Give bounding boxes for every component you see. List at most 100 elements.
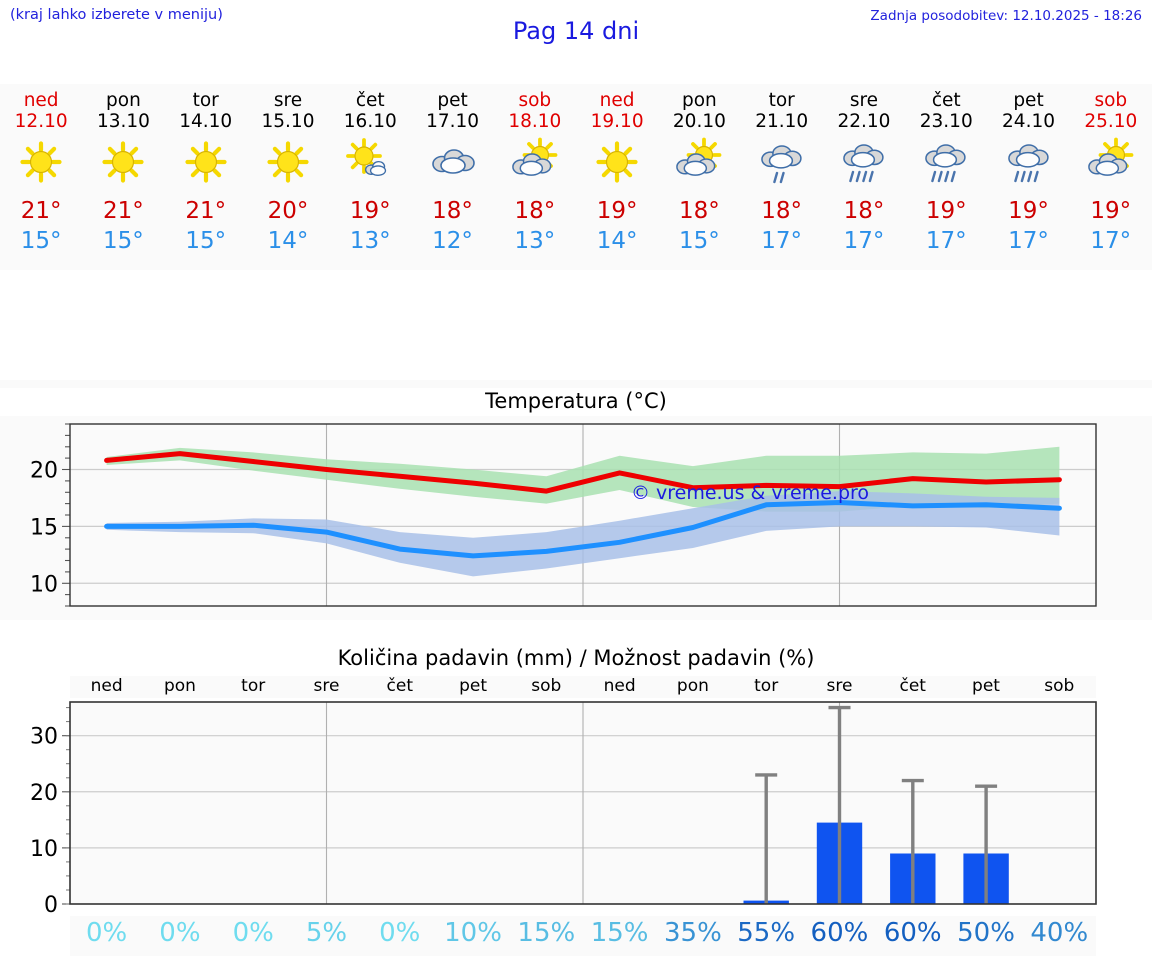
temperature-chart-plot: 20 15 10 © vreme.us & vreme.pro — [0, 416, 1152, 620]
day-max-temp: 18° — [761, 198, 803, 224]
sun-behind-cloud-icon — [1080, 137, 1142, 187]
precipitation-day-label: sob — [531, 676, 562, 696]
day-min-temp: 17° — [925, 228, 967, 254]
precipitation-probability-label: 40% — [1030, 918, 1089, 948]
sun-behind-cloud-icon — [668, 137, 730, 187]
day-min-temp: 17° — [761, 228, 803, 254]
precipitation-probability-label: 10% — [444, 918, 502, 948]
day-min-temp: 17° — [1008, 228, 1049, 254]
day-forecast-column[interactable]: pon 13.10 21° 15° — [82, 84, 164, 270]
temperature-chart-section: Temperatura (°C) 20 15 10 © vreme.us & vrem… — [0, 380, 1152, 620]
precipitation-day-label: tor — [241, 676, 266, 696]
day-name: ned — [599, 90, 635, 111]
precipitation-probability-label: 55% — [737, 918, 796, 948]
sun-behind-cloud-icon — [504, 137, 566, 187]
day-date: 23.10 — [919, 111, 973, 132]
day-name: pet — [1013, 90, 1044, 111]
sun-icon — [92, 137, 154, 187]
day-max-temp: 18° — [843, 198, 885, 224]
day-date: 25.10 — [1084, 111, 1138, 132]
day-forecast-column[interactable]: tor 21.10 18° 17° — [741, 84, 823, 270]
precipitation-probability-label: 50% — [957, 918, 1015, 948]
day-forecast-column[interactable]: sob 18.10 18° 13° — [494, 84, 576, 270]
day-date: 15.10 — [261, 111, 315, 132]
precipitation-chart-plot: 30 20 10 0 — [0, 694, 1152, 924]
precipitation-day-label: sre — [826, 676, 853, 696]
location-menu-note[interactable]: (kraj lahko izberete v meniju) — [10, 7, 223, 23]
day-date: 18.10 — [508, 111, 562, 132]
day-name: čet — [931, 90, 961, 111]
cloud-icon — [422, 137, 484, 187]
precipitation-chart-section: Količina padavin (mm) / Možnost padavin … — [0, 636, 1152, 975]
precipitation-probability-label: 60% — [883, 918, 942, 948]
day-date: 21.10 — [755, 111, 809, 132]
day-max-temp: 21° — [185, 198, 227, 224]
precipitation-day-label: čet — [899, 676, 926, 696]
precipitation-probability-label: 0% — [86, 918, 128, 948]
svg-text:20: 20 — [30, 781, 58, 806]
day-max-temp: 21° — [103, 198, 144, 224]
day-forecast-column[interactable]: sob 25.10 19° 17° — [1070, 84, 1152, 270]
page-title: Pag 14 dni — [512, 17, 640, 45]
day-forecast-column[interactable]: ned 19.10 19° 14° — [576, 84, 658, 270]
day-name: tor — [768, 90, 795, 111]
precipitation-chart-title: Količina padavin (mm) / Možnost padavin … — [337, 646, 815, 670]
day-min-temp: 14° — [267, 228, 309, 254]
temperature-chart-title: Temperatura (°C) — [0, 388, 1152, 416]
precipitation-day-label: tor — [754, 676, 779, 696]
day-max-temp: 19° — [349, 198, 391, 224]
light-rain-icon — [751, 137, 813, 187]
precipitation-day-label: sre — [313, 676, 340, 696]
day-min-temp: 13° — [349, 228, 391, 254]
sun-icon — [586, 137, 648, 187]
day-date: 19.10 — [590, 111, 644, 132]
sun-icon — [175, 137, 237, 187]
day-forecast-column[interactable]: čet 16.10 19° 13° — [329, 84, 411, 270]
precipitation-day-label: ned — [90, 676, 123, 696]
day-forecast-column[interactable]: čet 23.10 19° 17° — [905, 84, 987, 270]
day-forecast-column[interactable]: pet 17.10 18° 12° — [411, 84, 493, 270]
sun-icon — [10, 137, 72, 187]
day-min-temp: 14° — [596, 228, 638, 254]
day-max-temp: 18° — [679, 198, 720, 224]
day-name: sre — [273, 90, 303, 111]
day-name: pon — [681, 90, 717, 111]
day-max-temp: 19° — [1090, 198, 1132, 224]
day-forecast-column[interactable]: pon 20.10 18° 15° — [658, 84, 740, 270]
day-date: 16.10 — [343, 111, 397, 132]
precipitation-day-label: sob — [1044, 676, 1075, 696]
precipitation-day-label: pet — [972, 676, 1000, 696]
svg-text:30: 30 — [30, 725, 58, 750]
precipitation-day-label: čet — [386, 676, 413, 696]
precipitation-probability-label: 0% — [379, 918, 421, 948]
rain-icon — [833, 137, 895, 187]
day-min-temp: 12° — [432, 228, 473, 254]
rain-icon — [915, 137, 977, 187]
day-name: tor — [192, 90, 219, 111]
page-header: (kraj lahko izberete v meniju) Pag 14 dn… — [0, 0, 1152, 60]
day-date: 24.10 — [1002, 111, 1055, 132]
sun-icon — [257, 137, 319, 187]
day-forecast-column[interactable]: sre 15.10 20° 14° — [247, 84, 329, 270]
svg-text:0: 0 — [44, 893, 58, 918]
svg-text:20: 20 — [30, 459, 58, 484]
last-update-label: Zadnja posodobitev: 12.10.2025 - 18:26 — [870, 8, 1142, 24]
precipitation-day-labels: ned pon tor sre čet pet sob ned pon tor sre čet pet s… — [70, 676, 1096, 698]
precipitation-day-label: pon — [676, 676, 709, 696]
day-name: ned — [23, 90, 59, 111]
day-min-temp: 15° — [185, 228, 227, 254]
day-date: 14.10 — [179, 111, 233, 132]
day-forecast-column[interactable]: pet 24.10 19° 17° — [987, 84, 1069, 270]
day-forecast-column[interactable]: sre 22.10 18° 17° — [823, 84, 905, 270]
day-forecast-column[interactable]: ned 12.10 21° 15° — [0, 84, 82, 270]
precipitation-day-label: pet — [459, 676, 487, 696]
day-name: pet — [437, 90, 468, 111]
day-date: 20.10 — [672, 111, 726, 132]
day-name: sob — [1094, 90, 1128, 111]
day-date: 17.10 — [426, 111, 480, 132]
day-min-temp: 17° — [1090, 228, 1132, 254]
precipitation-probability-label: 15% — [590, 918, 649, 948]
day-forecast-column[interactable]: tor 14.10 21° 15° — [165, 84, 247, 270]
svg-text:15: 15 — [30, 515, 58, 540]
